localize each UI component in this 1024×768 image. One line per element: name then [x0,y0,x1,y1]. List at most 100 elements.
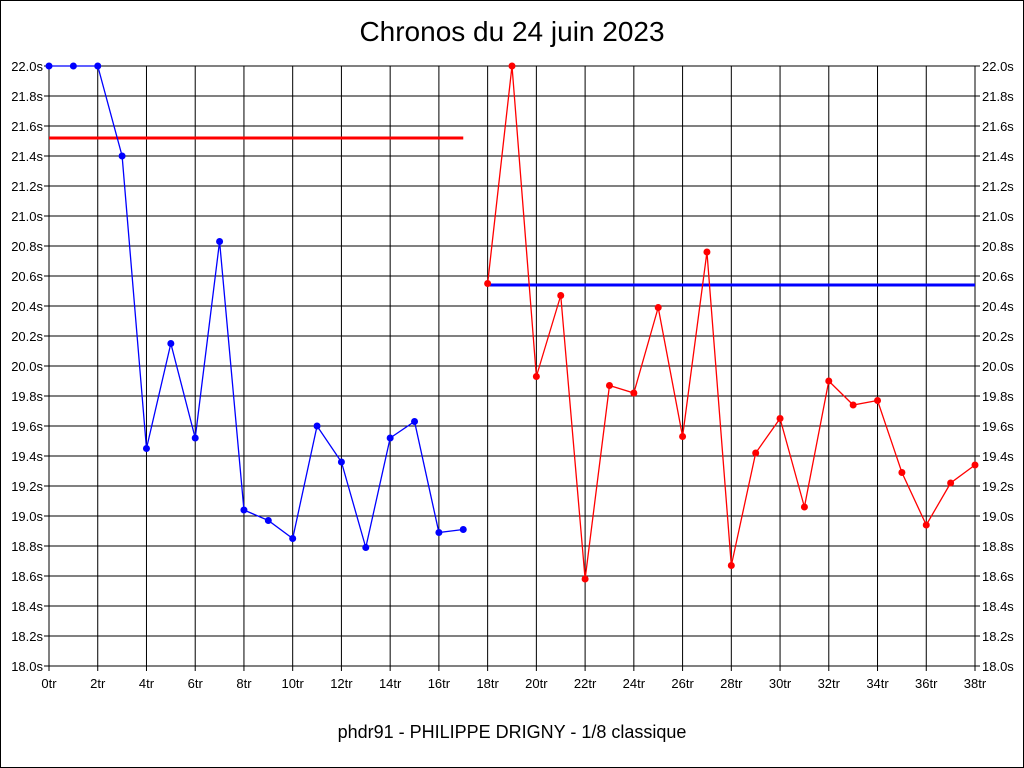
y-tick-label-right: 18.0s [982,659,1014,674]
data-point [898,469,906,476]
data-point [703,248,711,256]
x-tick-label: 14tr [379,676,402,691]
y-tick-label-right: 19.6s [982,419,1014,434]
x-tick-label: 16tr [428,676,451,691]
y-tick-label-right: 18.6s [982,569,1014,584]
data-point [727,562,735,569]
data-point [679,433,687,440]
data-point [45,62,53,70]
y-tick-label-right: 18.8s [982,539,1014,554]
data-point [216,238,224,245]
y-tick-label-left: 20.4s [11,299,43,314]
data-point [435,529,443,536]
y-tick-label-left: 18.4s [11,599,43,614]
x-tick-label: 0tr [41,676,57,691]
data-point [362,544,370,551]
x-tick-label: 24tr [623,676,646,691]
data-point [874,397,882,404]
data-point [605,382,613,389]
y-tick-label-left: 18.6s [11,569,43,584]
data-point [971,461,979,469]
reference-lines [49,136,975,287]
data-point [313,422,321,430]
data-point [94,62,102,70]
y-tick-label-right: 21.4s [982,149,1014,164]
data-point [776,415,784,422]
y-tick-label-left: 21.6s [11,119,43,134]
y-tick-label-right: 19.0s [982,509,1014,524]
data-point [849,401,857,409]
x-tick-label: 32tr [818,676,841,691]
x-tick-label: 30tr [769,676,792,691]
y-tick-label-right: 18.4s [982,599,1014,614]
data-point [800,503,808,511]
data-point [118,152,126,160]
tick-labels: 0tr 2tr 4tr 6tr 8tr 10tr 12tr 14tr 16tr 18tr 20tr 2… [11,59,1014,691]
y-tick-label-left: 21.4s [11,149,43,164]
x-tick-label: 20tr [525,676,548,691]
y-tick-label-right: 20.0s [982,359,1014,374]
x-tick-label: 10tr [281,676,304,691]
series-group [45,62,979,583]
y-tick-label-right: 20.6s [982,269,1014,284]
y-tick-label-right: 19.4s [982,449,1014,464]
x-tick-label: 8tr [236,676,252,691]
data-point [167,340,175,347]
chart-title: Chronos du 24 juin 2023 [359,16,665,47]
y-tick-label-left: 21.2s [11,179,43,194]
y-tick-label-left: 20.8s [11,239,43,254]
data-point [581,575,589,583]
y-tick-label-right: 18.2s [982,629,1014,644]
y-tick-label-left: 20.6s [11,269,43,284]
y-tick-label-left: 22.0s [11,59,43,74]
y-tick-label-right: 20.2s [982,329,1014,344]
y-tick-label-left: 19.2s [11,479,43,494]
y-tick-label-left: 20.0s [11,359,43,374]
grid-lines [44,65,980,671]
data-point [508,62,516,70]
y-tick-label-left: 19.6s [11,419,43,434]
data-point [142,445,150,452]
x-tick-label: 2tr [90,676,106,691]
x-tick-label: 18tr [476,676,499,691]
x-tick-label: 34tr [866,676,889,691]
y-tick-label-right: 20.4s [982,299,1014,314]
data-point [825,377,833,385]
y-tick-label-left: 21.8s [11,89,43,104]
x-tick-label: 28tr [720,676,743,691]
x-tick-label: 38tr [964,676,987,691]
data-point [947,479,955,487]
x-tick-label: 36tr [915,676,938,691]
y-tick-label-left: 19.8s [11,389,43,404]
data-point [411,418,419,425]
data-point [630,389,638,397]
chart-subtitle: phdr91 - PHILIPPE DRIGNY - 1/8 classique [337,722,687,742]
y-tick-label-left: 18.2s [11,629,43,644]
y-tick-label-left: 21.0s [11,209,43,224]
data-point [654,304,662,311]
x-tick-label: 12tr [330,676,353,691]
data-point [459,526,467,533]
x-tick-label: 4tr [139,676,155,691]
data-point [69,62,77,70]
y-tick-label-left: 20.2s [11,329,43,344]
x-tick-label: 26tr [671,676,694,691]
data-point [386,434,394,442]
data-point [289,535,297,542]
data-point [191,434,199,442]
y-tick-label-right: 22.0s [982,59,1014,74]
data-point [922,521,930,529]
y-tick-label-right: 21.8s [982,89,1014,104]
y-tick-label-right: 21.0s [982,209,1014,224]
y-tick-label-right: 19.8s [982,389,1014,404]
y-tick-label-left: 19.4s [11,449,43,464]
data-point [240,506,248,514]
x-tick-label: 22tr [574,676,597,691]
y-tick-label-left: 18.8s [11,539,43,554]
y-tick-label-left: 19.0s [11,509,43,524]
y-tick-label-left: 18.0s [11,659,43,674]
data-point [752,449,760,457]
data-point [484,280,492,287]
